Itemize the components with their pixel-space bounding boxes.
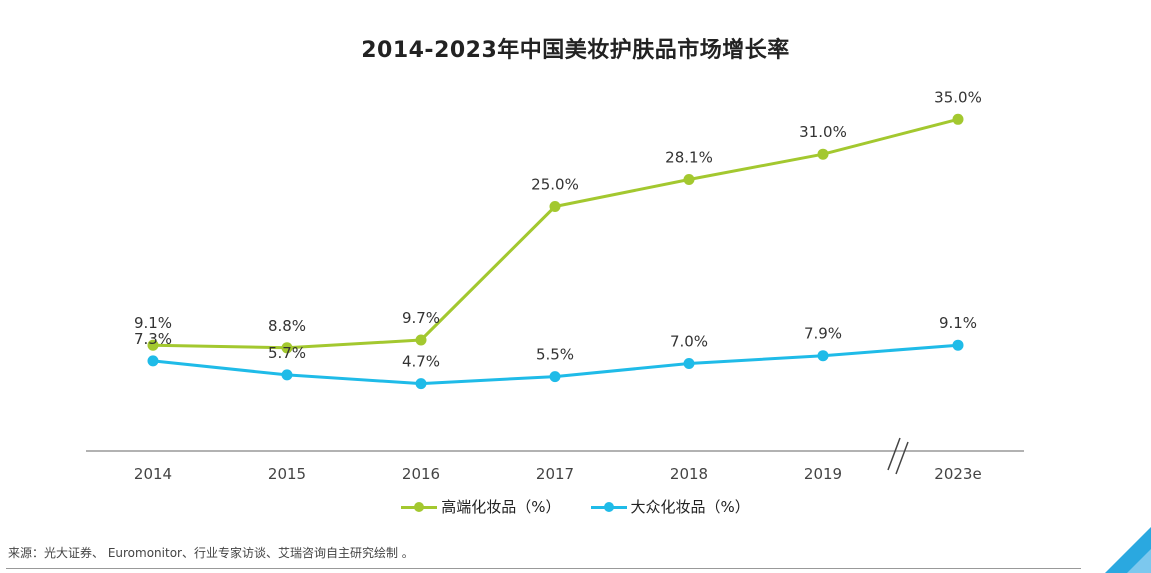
footer-divider [6,568,1081,569]
data-point [415,334,427,346]
data-label: 9.1% [939,314,977,332]
data-label: 9.7% [402,309,440,327]
legend-item-high-end: 高端化妆品（%） [401,496,561,517]
axis-break-mark [887,437,901,471]
legend-swatch-mass [590,500,627,514]
data-point [952,339,964,351]
data-point [683,174,695,185]
data-label: 7.3% [134,330,172,348]
data-point [147,355,159,367]
legend-label-mass: 大众化妆品（%） [630,498,750,516]
x-tick-label: 2018 [670,465,708,483]
data-point [817,350,829,362]
legend-swatch-high-end [401,500,438,514]
chart-legend: 高端化妆品（%） 大众化妆品（%） [0,496,1151,517]
data-label: 5.7% [268,344,306,362]
x-tick-label: 2015 [268,465,306,483]
line-chart: 2014 2015 2016 2017 2018 2019 2023e 9.1% 8.8% 9.7… [86,88,1024,483]
data-label: 35.0% [934,88,982,106]
x-tick-label: 2019 [804,465,842,483]
x-tick-label: 2014 [134,465,172,483]
data-label: 31.0% [799,123,847,141]
data-point [549,201,561,212]
data-label: 4.7% [402,353,440,371]
data-label: 28.1% [665,149,713,167]
data-label: 25.0% [531,176,579,194]
data-point [952,113,964,125]
legend-item-mass: 大众化妆品（%） [590,496,750,517]
x-tick-label: 2017 [536,465,574,483]
data-point [147,339,159,351]
chart-title: 2014-2023年中国美妆护肤品市场增长率 [361,38,790,63]
data-label: 9.1% [134,314,172,332]
data-label: 7.0% [670,333,708,351]
source-note: 来源：光大证券、 Euromonitor、行业专家访谈、艾瑞咨询自主研究绘制 。 [8,546,414,560]
corner-decoration-inner [1127,549,1151,573]
data-point [683,358,695,369]
x-tick-label: 2016 [402,465,440,483]
data-point [817,148,829,160]
x-tick-label: 2023e [934,465,981,483]
data-point [549,371,561,383]
series-line-0 [152,117,959,350]
data-label: 7.9% [804,325,842,343]
data-point [415,378,427,390]
legend-label-high-end: 高端化妆品（%） [441,498,561,516]
axis-break-mark [895,441,909,475]
data-point [281,369,293,381]
data-label: 8.8% [268,317,306,335]
data-label: 5.5% [536,346,574,364]
data-point [281,342,293,354]
